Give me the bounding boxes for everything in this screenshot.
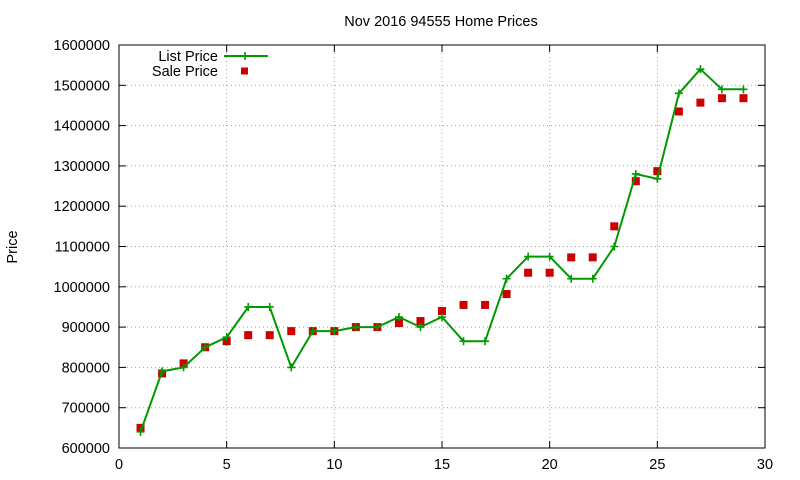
legend-marker-list-price xyxy=(241,52,249,60)
x-tick-label: 20 xyxy=(542,457,558,473)
legend-label-sale-price: Sale Price xyxy=(152,64,218,80)
sale-price-point xyxy=(136,423,145,432)
list-price-point xyxy=(330,327,339,336)
sale-price-point xyxy=(438,306,446,315)
list-price-point xyxy=(244,302,253,311)
list-price-point xyxy=(502,274,511,283)
y-tick-label: 900000 xyxy=(62,320,110,336)
list-price-point xyxy=(308,327,317,336)
legend-label-list-price: List Price xyxy=(158,49,218,65)
y-tick-label: 700000 xyxy=(62,401,110,417)
list-price-point xyxy=(524,252,533,261)
list-price-point xyxy=(158,367,167,376)
sale-price-point xyxy=(545,268,554,277)
y-tick-label: 1400000 xyxy=(54,119,110,135)
y-axis-label: Price xyxy=(5,230,21,263)
y-tick-label: 1600000 xyxy=(54,38,110,54)
list-price-point xyxy=(481,337,490,346)
legend: List Price Sale Price xyxy=(152,49,268,80)
list-price-point xyxy=(696,65,705,74)
x-tick-label: 15 xyxy=(434,457,450,473)
axis-ticks: 600000 700000 800000 900000 1000000 1100000 12… xyxy=(54,38,774,473)
y-tick-label: 1000000 xyxy=(54,280,110,296)
y-tick-label: 1100000 xyxy=(55,240,110,256)
list-price-point xyxy=(588,274,597,283)
list-price-point xyxy=(416,323,425,332)
series-layer xyxy=(136,65,748,436)
x-tick-label: 30 xyxy=(757,457,773,473)
y-tick-label: 600000 xyxy=(62,441,110,457)
sale-price-point xyxy=(717,94,726,103)
list-price-point xyxy=(631,169,640,178)
y-tick-label: 1300000 xyxy=(54,159,110,175)
sale-price-point xyxy=(610,222,619,231)
sale-price-point xyxy=(265,331,274,340)
list-price-point xyxy=(373,323,382,332)
list-price-point xyxy=(136,427,145,436)
list-price-point xyxy=(459,337,468,346)
x-tick-label: 10 xyxy=(326,457,342,473)
list-price-point xyxy=(265,302,274,311)
list-price-point xyxy=(222,333,231,342)
y-tick-label: 800000 xyxy=(62,360,110,376)
list-price-point xyxy=(201,343,210,352)
sale-price-point xyxy=(588,253,597,262)
sale-price-point xyxy=(459,300,468,309)
sale-price-point xyxy=(696,98,705,107)
sale-price-point xyxy=(416,317,425,326)
sale-price-point xyxy=(481,300,490,309)
sale-price-point xyxy=(674,107,683,116)
sale-price-point xyxy=(502,290,511,299)
sale-price-point xyxy=(244,331,253,340)
sale-price-point xyxy=(287,327,296,336)
list-price-point xyxy=(351,323,360,332)
y-tick-label: 1500000 xyxy=(54,78,110,94)
list-price-point xyxy=(545,252,554,261)
sale-price-point xyxy=(567,253,576,262)
legend-marker-sale-price xyxy=(241,67,248,75)
list-price-point xyxy=(438,313,446,322)
sale-price-point xyxy=(739,94,748,103)
sale-price-point xyxy=(631,177,640,186)
y-tick-label: 1200000 xyxy=(54,199,110,215)
list-price-point xyxy=(179,363,188,372)
list-price-point xyxy=(739,85,748,94)
list-price-point xyxy=(567,274,576,283)
list-price-point xyxy=(287,363,296,372)
list-price-point xyxy=(674,89,683,98)
list-price-point xyxy=(717,85,726,94)
list-price-point xyxy=(653,174,662,183)
sale-price-point xyxy=(653,167,662,176)
sale-price-point xyxy=(179,359,188,368)
x-tick-label: 25 xyxy=(649,457,665,473)
list-price-point xyxy=(394,313,403,322)
list-price-point xyxy=(610,242,619,251)
sale-price-point xyxy=(524,268,533,277)
sale-price-point xyxy=(394,319,403,328)
x-tick-label: 0 xyxy=(115,457,123,473)
x-tick-label: 5 xyxy=(223,457,231,473)
chart-title: Nov 2016 94555 Home Prices xyxy=(344,14,537,30)
sale-price-point xyxy=(222,337,231,346)
